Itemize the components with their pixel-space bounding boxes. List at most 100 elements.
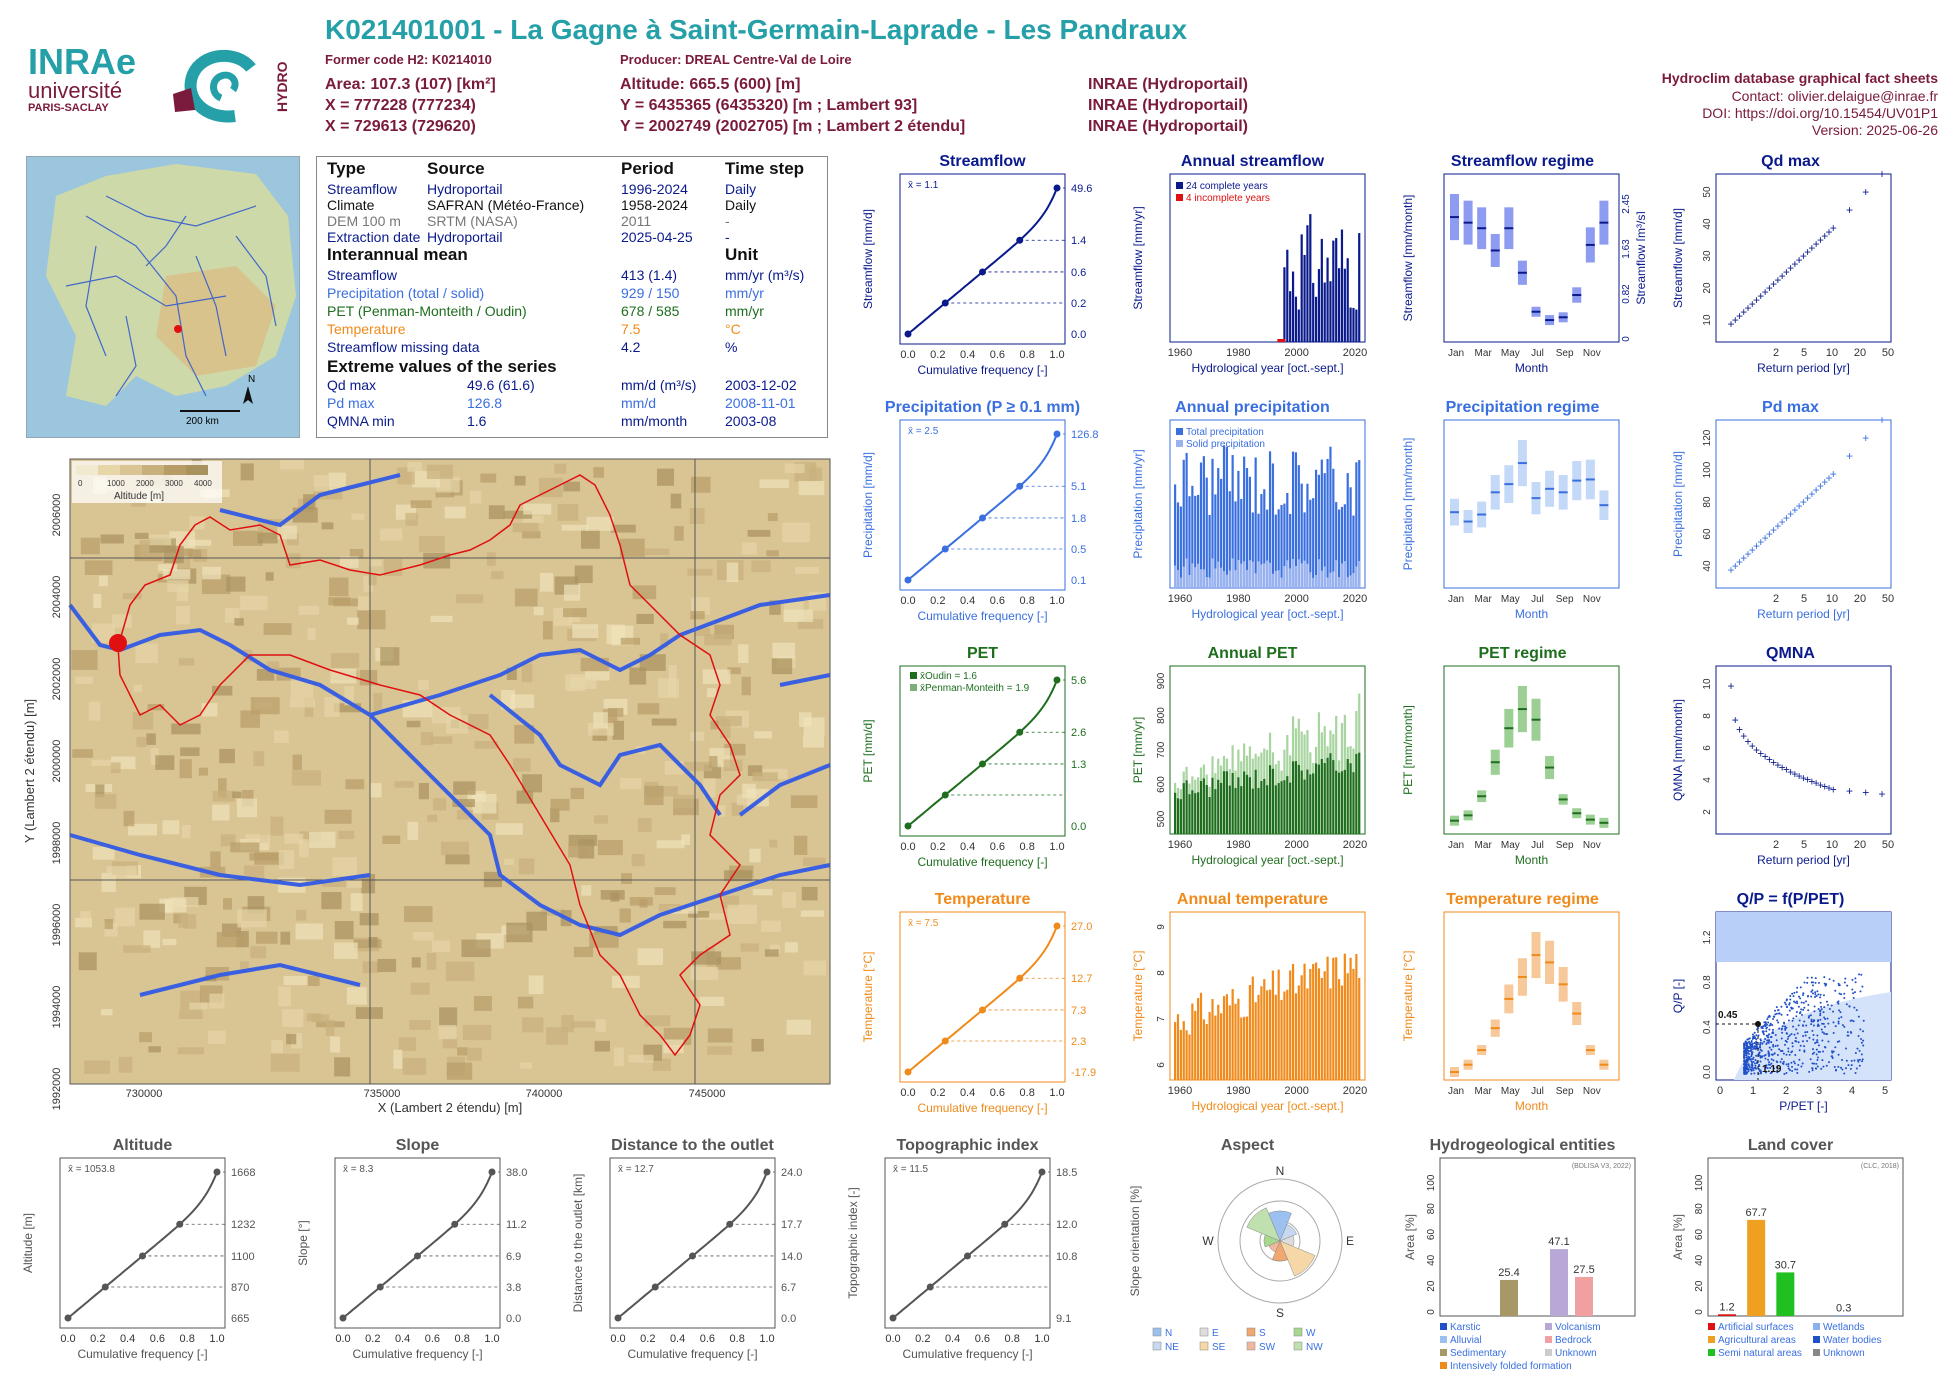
qp-point xyxy=(1790,1051,1793,1054)
qp-point xyxy=(1858,1064,1861,1067)
terrain-patch xyxy=(798,480,825,496)
terrain-patch xyxy=(726,562,739,583)
qp-point xyxy=(1843,992,1846,995)
qp-point xyxy=(1800,1008,1803,1011)
qp-point xyxy=(1759,1039,1762,1042)
qp-point xyxy=(1799,1044,1802,1047)
qp-point xyxy=(1753,1072,1756,1075)
table-row-col2: 1996-2024 xyxy=(621,181,688,197)
solid-bar xyxy=(1289,568,1292,588)
annual-bar xyxy=(1286,249,1289,342)
month-tick: Jul xyxy=(1531,1086,1544,1097)
terrain-patch xyxy=(347,617,359,625)
terrain-patch xyxy=(570,787,584,800)
altitude-tick: 4000 xyxy=(194,479,212,488)
terrain-patch xyxy=(784,463,805,474)
terrain-patch xyxy=(452,799,475,808)
interannual-row-col1: 7.5 xyxy=(621,321,641,337)
annual-bar xyxy=(1225,446,1228,588)
annual-bar xyxy=(1291,761,1295,834)
qp-point xyxy=(1788,1009,1791,1012)
y-tick: 120 xyxy=(1702,429,1713,446)
terrain-patch xyxy=(550,798,570,811)
x-tick: 2 xyxy=(1783,1085,1789,1097)
annual-bar xyxy=(1332,760,1335,834)
annual-bar xyxy=(1340,506,1344,588)
table-row-col3: - xyxy=(725,229,730,245)
qp-point xyxy=(1814,981,1817,984)
x-tick: 0.0 xyxy=(60,1333,75,1345)
terrain-patch xyxy=(533,607,544,616)
terrain-patch xyxy=(716,805,726,817)
qp-point xyxy=(1759,1041,1762,1044)
return-point: + xyxy=(1787,507,1794,521)
qp-point xyxy=(1841,1059,1844,1062)
terrain-patch xyxy=(445,961,475,982)
chart-title: Annual PET xyxy=(1208,645,1298,662)
version: Version: 2025-06-26 xyxy=(1811,122,1938,138)
terrain-patch xyxy=(697,913,726,920)
return-point: + xyxy=(1757,746,1764,760)
qp-point xyxy=(1820,1028,1823,1031)
logo-paris-text: PARIS-SACLAY xyxy=(28,102,109,114)
solid-bar xyxy=(1243,561,1246,588)
terrain-patch xyxy=(118,1056,133,1073)
qp-point xyxy=(1813,1010,1816,1013)
return-point: + xyxy=(1749,739,1756,753)
annual-bar xyxy=(1343,953,1346,1080)
qp-point xyxy=(1811,984,1814,987)
terrain-patch xyxy=(620,873,632,884)
annual-bar xyxy=(1228,1005,1231,1080)
terrain-patch xyxy=(736,794,762,806)
solid-bar xyxy=(1300,563,1303,588)
qp-point xyxy=(1755,1038,1758,1041)
extreme-row-col1: 1.6 xyxy=(467,413,487,429)
qp-point xyxy=(1768,1061,1771,1064)
terrain-patch xyxy=(339,556,359,568)
interannual-row-col0: PET (Penman-Monteith / Oudin) xyxy=(327,303,527,319)
annual-bar xyxy=(1294,761,1298,834)
terrain-patch xyxy=(784,942,798,953)
extreme-row-col1: 126.8 xyxy=(467,395,503,411)
plot-frame xyxy=(1715,665,1892,835)
annual-bar xyxy=(1211,458,1214,588)
annual-bar xyxy=(1254,769,1257,834)
qp-point xyxy=(1780,1028,1783,1031)
terrain-patch xyxy=(761,920,782,932)
terrain-patch xyxy=(644,785,664,806)
legend-label: N xyxy=(1165,1328,1172,1339)
legend-swatch xyxy=(910,672,917,679)
y-axis-label: Slope [°] xyxy=(296,1220,310,1266)
bar-value: 1.2 xyxy=(1719,1301,1734,1313)
terrain-patch xyxy=(570,1021,596,1028)
qp-point xyxy=(1811,1069,1814,1072)
return-point: + xyxy=(1808,241,1815,255)
qp-point xyxy=(1803,1045,1806,1048)
return-point: + xyxy=(1804,773,1811,787)
annual-bar xyxy=(1251,976,1254,1080)
qp-point xyxy=(1821,1059,1824,1062)
qp-point xyxy=(1824,984,1827,987)
y-axis-label: Precipitation [mm/yr] xyxy=(1131,449,1145,558)
y-tick: 6 xyxy=(1156,1062,1167,1068)
terrain-patch xyxy=(136,736,147,748)
annual-bar xyxy=(1248,476,1251,588)
annual-bar xyxy=(1346,973,1349,1080)
qp-point xyxy=(1751,1033,1754,1036)
annual-bar xyxy=(1176,1014,1180,1080)
legend-label: Artificial surfaces xyxy=(1718,1322,1794,1333)
qp-point xyxy=(1811,1052,1814,1055)
x-lambert93: X = 777228 (777234) xyxy=(325,97,476,114)
x-axis-label: Hydrological year [oct.-sept.] xyxy=(1191,361,1343,375)
qp-point xyxy=(1768,1033,1771,1036)
annual-bar xyxy=(1283,991,1286,1080)
qp-point xyxy=(1743,1068,1746,1071)
qp-point xyxy=(1787,1065,1790,1068)
annual-bar xyxy=(1251,512,1254,588)
terrain-patch xyxy=(724,870,753,882)
qp-point xyxy=(1850,1059,1853,1062)
terrain-patch xyxy=(179,759,192,779)
annual-bar xyxy=(1317,269,1321,342)
